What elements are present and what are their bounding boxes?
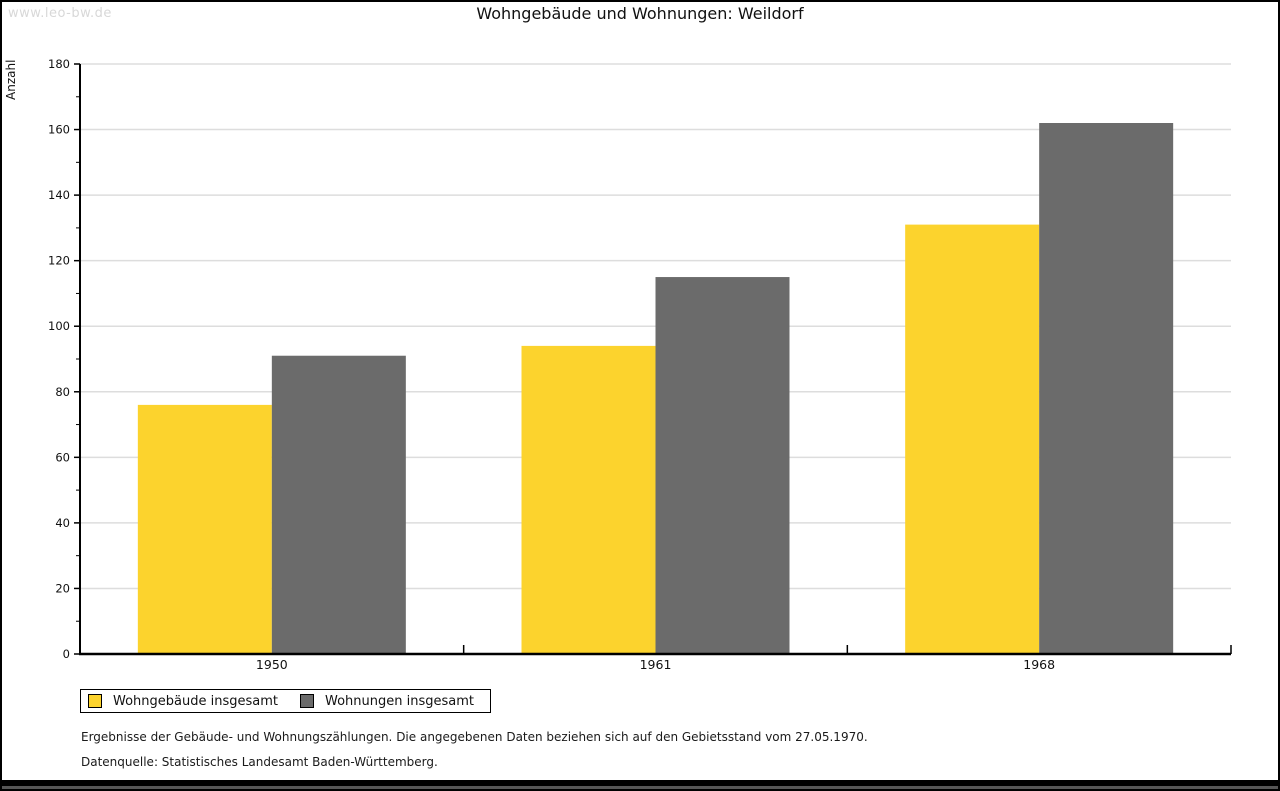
legend-label-wohnungen: Wohnungen insgesamt xyxy=(325,693,474,709)
legend-label-wohngebaeude: Wohngebäude insgesamt xyxy=(113,693,278,709)
y-tick-label-120: 120 xyxy=(48,254,70,268)
bar-chart: 0 20 40 60 80 100 120 140 160 180 1950 1961 1968 xyxy=(48,57,1232,672)
footnote-datenquelle: Datenquelle: Statistisches Landesamt Bad… xyxy=(81,755,438,769)
category-label-1968: 1968 xyxy=(1023,657,1055,672)
footnote-gebietsstand: Ergebnisse der Gebäude- und Wohnungszähl… xyxy=(81,730,868,744)
category-label-1950: 1950 xyxy=(256,657,288,672)
bottom-border-black xyxy=(2,780,1278,786)
y-tick-label-160: 160 xyxy=(48,123,70,137)
y-tick-label-0: 0 xyxy=(63,647,70,661)
y-tick-label-60: 60 xyxy=(55,450,70,464)
legend-item-wohngebaeude: Wohngebäude insgesamt xyxy=(88,694,278,709)
y-tick-label-140: 140 xyxy=(48,188,70,202)
bar-wohnungen-1950 xyxy=(271,355,406,654)
bar-wohngebaeude-1961 xyxy=(521,345,656,654)
legend-swatch-wohngebaeude xyxy=(88,694,102,708)
bar-wohnungen-1968 xyxy=(1039,123,1174,654)
legend-swatch-wohnungen xyxy=(300,694,314,708)
bottom-border-gray xyxy=(2,786,1278,789)
y-tick-label-80: 80 xyxy=(55,385,70,399)
watermark-leo-bw: www.leo-bw.de xyxy=(8,6,112,21)
y-tick-label-100: 100 xyxy=(48,319,70,333)
chart-title: Wohngebäude und Wohnungen: Weildorf xyxy=(476,4,804,23)
legend: Wohngebäude insgesamt Wohnungen insgesam… xyxy=(80,689,491,713)
bar-wohnungen-1961 xyxy=(655,277,790,654)
bar-wohngebaeude-1950 xyxy=(137,404,272,654)
bar-wohngebaeude-1968 xyxy=(905,224,1040,654)
y-tick-label-180: 180 xyxy=(48,57,70,71)
legend-item-wohnungen: Wohnungen insgesamt xyxy=(300,694,474,709)
y-tick-label-20: 20 xyxy=(55,581,70,595)
category-label-1961: 1961 xyxy=(640,657,672,672)
y-tick-label-40: 40 xyxy=(55,516,70,530)
